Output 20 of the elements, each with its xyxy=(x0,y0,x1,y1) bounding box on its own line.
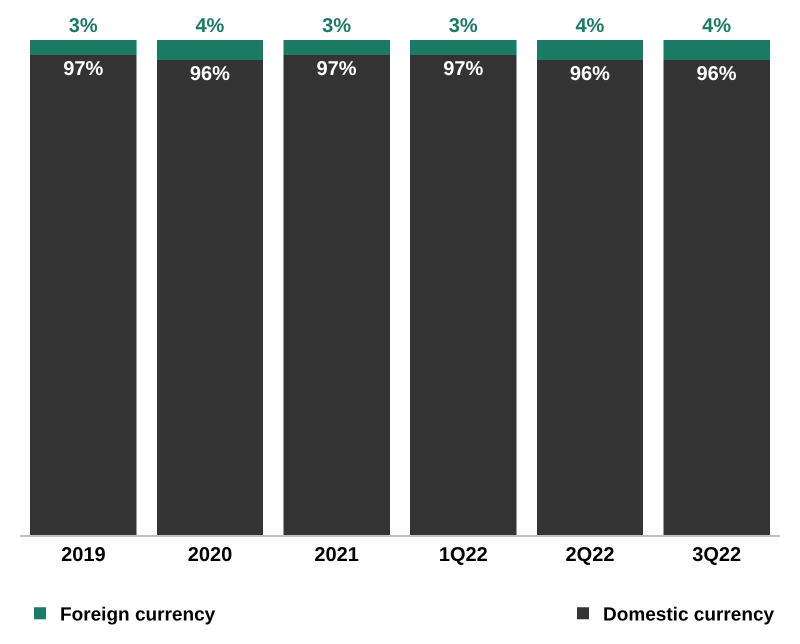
x-tick-label: 2Q22 xyxy=(566,544,614,566)
legend-label: Foreign currency xyxy=(60,604,216,626)
data-label: 4% xyxy=(702,15,732,37)
legend-label: Domestic currency xyxy=(603,604,775,626)
x-tick-label: 2021 xyxy=(314,544,359,566)
data-label: 4% xyxy=(575,15,605,37)
data-label: 97% xyxy=(316,58,357,80)
data-label: 3% xyxy=(68,15,98,37)
data-label: 96% xyxy=(570,62,610,85)
data-label: 4% xyxy=(195,15,225,37)
x-tick-label: 1Q22 xyxy=(438,544,488,566)
data-label: 97% xyxy=(63,58,104,80)
x-tick-label: 2019 xyxy=(61,544,106,566)
data-label: 96% xyxy=(190,62,230,85)
data-label: 96% xyxy=(696,62,737,85)
x-tick-label: 2020 xyxy=(188,544,232,566)
data-label: 97% xyxy=(443,58,484,80)
data-label: 3% xyxy=(448,15,478,37)
x-tick-label: 3Q22 xyxy=(692,544,742,566)
data-label: 3% xyxy=(322,15,352,37)
